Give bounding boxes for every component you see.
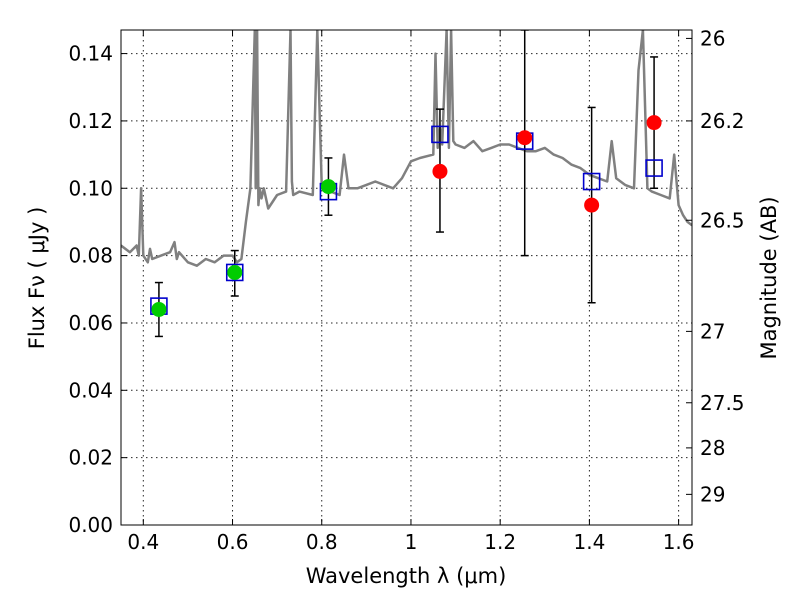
y-tick-label: 0.00: [68, 513, 113, 537]
data-points-layer: [150, 115, 663, 317]
model-spectrum-layer: [121, 30, 692, 267]
right-tick-label: 28: [700, 436, 725, 460]
axis-ticks: 0.4 0.6 0.8 1 1.2 1.4 1.6 0.00 0.02 0.04 0.06 0.08 0…: [68, 26, 744, 554]
y-axis-label: Flux Fν ( μJy ): [25, 207, 49, 350]
y-tick-label: 0.06: [68, 311, 113, 335]
right-tick-label: 27: [700, 319, 725, 343]
x-tick-label: 1.6: [663, 530, 695, 554]
model-photometry-square: [431, 125, 449, 144]
x-tick-label: 0.6: [217, 530, 249, 554]
x-tick-label: 0.4: [127, 530, 159, 554]
errorbar-layer: [154, 30, 659, 338]
right-axis-label: Magnitude (AB): [757, 196, 781, 359]
y-tick-label: 0.02: [68, 446, 113, 470]
spectrum-line: [121, 30, 692, 267]
model-photometry-square: [225, 263, 244, 282]
x-tick-label: 1: [405, 530, 418, 554]
observed-point: [646, 115, 662, 131]
model-photometry-square: [645, 159, 663, 177]
right-tick-label: 29: [700, 482, 725, 506]
grid-lines: [121, 30, 692, 525]
right-tick-label: 26.2: [700, 109, 745, 133]
observed-point: [517, 130, 533, 146]
right-tick-label: 27.5: [700, 391, 745, 415]
y-tick-label: 0.12: [68, 109, 113, 133]
x-axis-label: Wavelength λ (μm): [306, 564, 507, 588]
x-tick-label: 1.4: [573, 530, 605, 554]
observed-point: [584, 197, 600, 213]
observed-point: [151, 301, 167, 317]
x-tick-label: 0.8: [306, 530, 338, 554]
x-tick-label: 1.2: [484, 530, 516, 554]
model-photometry-square: [582, 172, 601, 191]
y-tick-label: 0.04: [68, 378, 113, 402]
observed-point: [320, 179, 336, 195]
y-tick-label: 0.14: [68, 42, 113, 66]
right-tick-label: 26: [700, 26, 725, 50]
y-tick-label: 0.10: [68, 176, 113, 200]
right-tick-label: 26.5: [700, 208, 745, 232]
observed-point: [432, 163, 448, 179]
observed-point: [227, 264, 243, 280]
plot-frame: [120, 29, 693, 526]
y-tick-label: 0.08: [68, 244, 113, 268]
